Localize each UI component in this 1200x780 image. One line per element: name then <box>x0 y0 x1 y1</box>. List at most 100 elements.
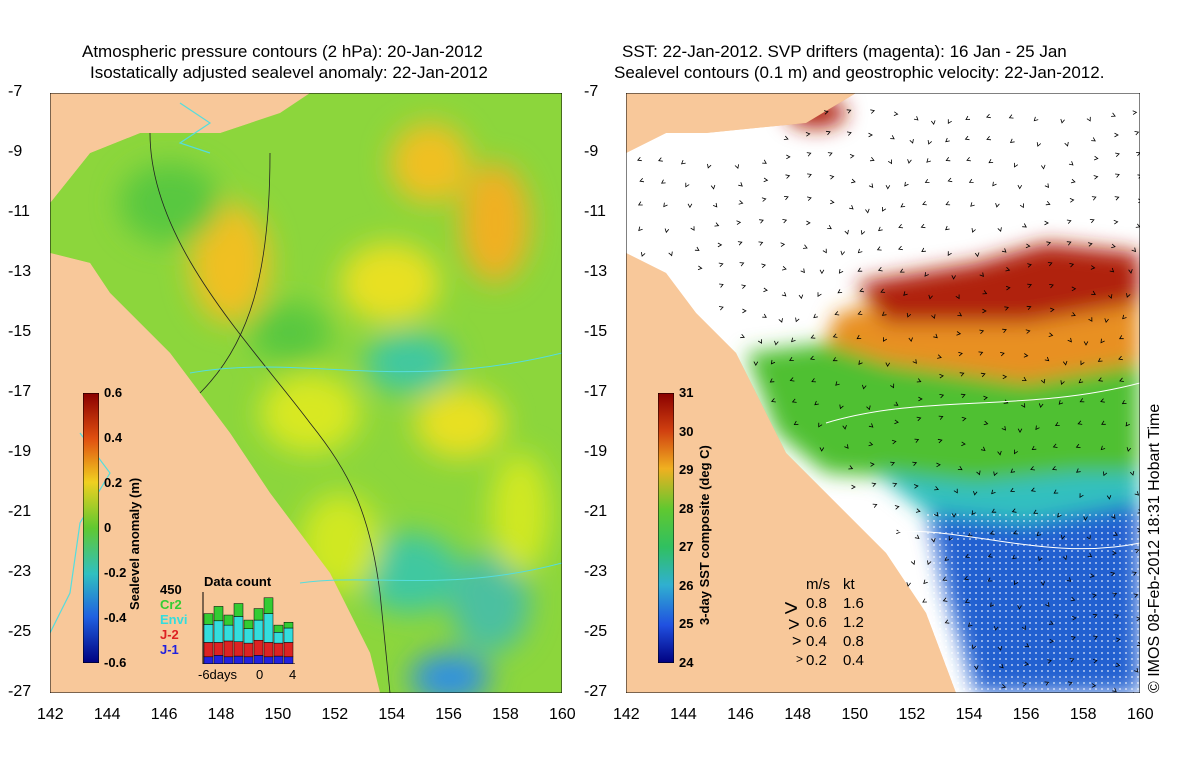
sst-cloud-speckle <box>926 513 1140 693</box>
velocity-arrow <box>980 446 986 452</box>
velocity-arrow <box>783 196 789 201</box>
velocity-arrow <box>846 109 852 114</box>
velocity-arrow <box>927 560 932 566</box>
velocity-arrow <box>1115 662 1121 668</box>
velocity-arrow <box>991 508 997 513</box>
velocity-arrow <box>876 246 882 251</box>
velocity-arrow <box>1000 352 1005 357</box>
right-lon-tick: 154 <box>955 706 983 723</box>
sst-colorbar-tick-label: 30 <box>679 423 694 439</box>
velocity-arrow <box>1005 267 1011 272</box>
right-lon-tick: 142 <box>613 706 640 723</box>
sst-colorbar-tick-label: 26 <box>679 577 694 593</box>
velocity-arrow <box>1110 571 1116 577</box>
left-lon-tick: 156 <box>435 706 462 723</box>
velocity-arrow <box>835 381 840 386</box>
data-count-bar-j2 <box>283 642 294 658</box>
velocity-arrow <box>934 486 939 491</box>
velocity-arrow <box>1038 556 1043 562</box>
velocity-arrow <box>1083 341 1089 346</box>
data-count-bar-j2 <box>223 640 234 658</box>
velocity-arrow <box>942 576 948 581</box>
velocity-arrow <box>982 290 988 295</box>
velocity-arrow <box>857 310 863 315</box>
velocity-arrow <box>991 489 996 495</box>
velocity-arrow <box>971 228 976 233</box>
velocity-arrow <box>1108 294 1113 299</box>
velocity-arrow <box>958 351 963 357</box>
bathymetry-contour <box>199 152 271 394</box>
velocity-arrow <box>1122 314 1127 320</box>
velocity-arrow <box>1049 307 1055 313</box>
velocity-arrow <box>789 377 795 382</box>
velocity-arrow <box>761 197 767 202</box>
velocity-arrow <box>870 109 876 114</box>
velocity-arrow <box>987 553 993 558</box>
sealevel-colorbar-tick-label: -0.2 <box>104 565 127 580</box>
velocity-arrow <box>906 312 912 318</box>
velocity-arrow <box>1086 535 1091 540</box>
velocity-arrow <box>842 424 847 430</box>
velocity-arrow <box>931 537 936 543</box>
velocity-arrow <box>944 556 950 561</box>
velocity-arrow <box>837 289 843 294</box>
velocity-arrow <box>896 529 901 535</box>
velocity-arrow <box>802 244 808 249</box>
velocity-arrow <box>1104 318 1109 324</box>
velocity-arrow <box>1025 329 1031 334</box>
velocity-arrow <box>930 120 936 126</box>
data-count-bar-envi <box>233 616 244 642</box>
velocity-arrow <box>933 333 938 339</box>
velocity-arrow <box>918 396 923 402</box>
velocity-arrow <box>1014 162 1019 168</box>
sst-colorbar <box>658 393 674 663</box>
velocity-arrow <box>1019 203 1024 209</box>
velocity-arrow <box>857 248 863 254</box>
velocity-arrow <box>859 287 865 293</box>
velocity-arrow <box>1008 114 1014 119</box>
velocity-arrow <box>907 159 912 164</box>
velocity-arrow <box>1012 554 1017 560</box>
velocity-arrow <box>971 510 976 516</box>
velocity-arrow <box>997 450 1002 456</box>
velocity-arrow <box>741 284 747 289</box>
velocity-arrow <box>798 294 804 300</box>
sst-colorbar-label: 3-day SST composite (deg C) <box>697 445 712 625</box>
velocity-arrow <box>759 219 764 224</box>
velocity-arrow <box>923 579 928 585</box>
velocity-arrow <box>974 252 980 258</box>
velocity-arrow <box>1112 550 1117 556</box>
velocity-arrow <box>1010 468 1016 473</box>
velocity-arrow <box>1113 531 1119 536</box>
right-lon-tick: 146 <box>727 706 754 723</box>
velocity-arrow <box>890 383 895 389</box>
right-lat-tick: -17 <box>584 383 608 400</box>
velocity-arrow <box>668 251 673 257</box>
velocity-header-kt: kt <box>843 576 855 593</box>
velocity-arrow <box>637 156 642 162</box>
velocity-arrow <box>871 482 877 487</box>
sealevel-colorbar-tick-label: 0.6 <box>104 385 123 400</box>
velocity-arrow <box>995 202 1000 208</box>
sst-colorbar-tick-label: 27 <box>679 539 694 555</box>
data-count-bar-cr2 <box>243 619 254 629</box>
velocity-arrow <box>1115 173 1120 178</box>
sst-colorbar-tick-label: 29 <box>679 462 694 478</box>
velocity-arrow <box>957 312 963 317</box>
velocity-arrow <box>1131 247 1137 253</box>
velocity-arrow <box>891 439 897 445</box>
velocity-arrow <box>758 241 764 246</box>
velocity-arrow <box>1080 360 1085 366</box>
velocity-arrow <box>885 185 891 190</box>
velocity-arrow <box>849 154 855 159</box>
velocity-arrow <box>880 288 886 293</box>
velocity-arrow <box>903 291 908 296</box>
velocity-arrow <box>945 157 951 162</box>
velocity-arrow <box>988 159 994 164</box>
velocity-arrow <box>1125 421 1130 427</box>
left-lat-tick: -17 <box>8 383 32 400</box>
velocity-arrow <box>793 420 799 426</box>
velocity-arrow <box>945 225 950 231</box>
velocity-legend-arrow-icon: > <box>796 652 804 666</box>
velocity-arrow <box>997 227 1002 233</box>
